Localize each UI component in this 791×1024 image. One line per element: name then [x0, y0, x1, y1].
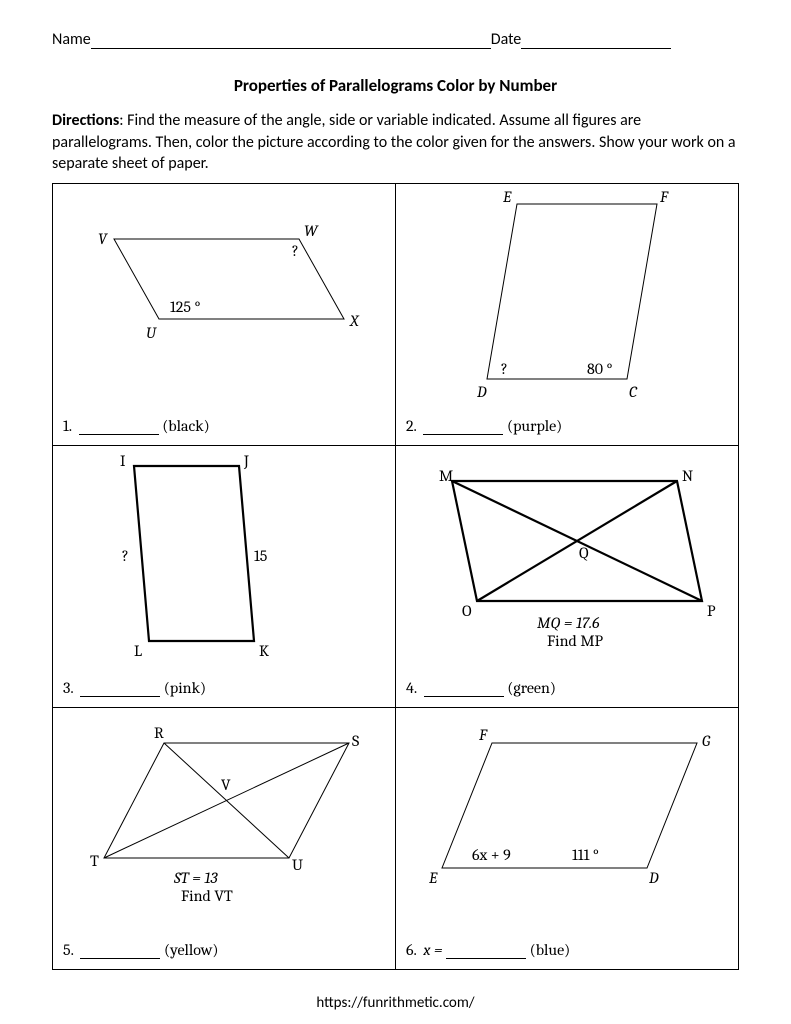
date-label: Date [491, 30, 522, 49]
color-label: (black) [162, 417, 210, 435]
answer-blank[interactable] [424, 683, 504, 697]
svg-text:K: K [259, 642, 269, 660]
date-blank[interactable] [521, 30, 671, 49]
svg-text:Q: Q [579, 544, 589, 562]
svg-text:W: W [304, 222, 319, 240]
answer-prefix: x = [423, 941, 442, 959]
problem-3: I J L K ? 15 3. (pink) [53, 446, 395, 707]
svg-text:U: U [292, 856, 303, 874]
color-label: (blue) [530, 941, 571, 959]
svg-text:V: V [221, 776, 231, 794]
diagram-6: F G E D 6x + 9 111 ° [396, 708, 738, 930]
color-label: (purple) [507, 417, 562, 435]
answer-blank[interactable] [80, 683, 160, 697]
diagram-2: E F D C ? 80 ° [396, 184, 738, 406]
svg-text:J: J [243, 452, 249, 470]
name-label: Name [52, 30, 91, 49]
diagram-4: M N O P Q MQ = 17.6 Find MP [396, 446, 738, 668]
svg-text:111 °: 111 ° [572, 846, 599, 864]
color-label: (green) [507, 679, 556, 697]
svg-text:T: T [90, 852, 99, 870]
color-label: (yellow) [164, 941, 218, 959]
svg-text:?: ? [122, 547, 129, 565]
problem-number: 5. [63, 941, 73, 959]
problem-5: R S T U V ST = 13 Find VT 5. (yellow) [53, 708, 395, 969]
problem-number: 6. [406, 941, 416, 959]
problem-6: F G E D 6x + 9 111 ° 6. x = (blue) [396, 708, 738, 969]
directions-text: : Find the measure of the angle, side or… [52, 111, 736, 173]
answer-blank[interactable] [446, 945, 526, 959]
answer-blank[interactable] [80, 945, 160, 959]
svg-text:?: ? [501, 360, 508, 378]
svg-text:F: F [659, 188, 669, 206]
svg-text:15: 15 [254, 547, 268, 565]
problem-2: E F D C ? 80 ° 2. (purple) [396, 184, 738, 445]
answer-blank[interactable] [423, 421, 503, 435]
svg-text:G: G [702, 732, 711, 750]
svg-text:R: R [154, 724, 164, 742]
problem-number: 3. [63, 679, 73, 697]
problem-1: V W U X ? 125 ° 1. (black) [53, 184, 395, 445]
header-row: Name Date [52, 30, 739, 49]
svg-text:M: M [439, 467, 453, 485]
page-title: Properties of Parallelograms Color by Nu… [52, 75, 739, 96]
directions: Directions: Find the measure of the angl… [52, 110, 739, 175]
svg-text:Find VT: Find VT [181, 887, 233, 905]
svg-text:ST = 13: ST = 13 [173, 869, 219, 887]
footer-url: https://funrithmetic.com/ [52, 994, 739, 1012]
svg-text:V: V [98, 230, 108, 248]
answer-blank[interactable] [79, 421, 159, 435]
svg-text:D: D [476, 383, 487, 401]
problems-grid: V W U X ? 125 ° 1. (black) [52, 183, 739, 970]
svg-text:6x + 9: 6x + 9 [472, 846, 511, 864]
problem-number: 4. [406, 679, 417, 697]
svg-text:O: O [462, 602, 472, 620]
svg-text:P: P [707, 602, 716, 620]
svg-text:U: U [146, 324, 157, 342]
svg-text:125 °: 125 ° [170, 298, 200, 316]
svg-text:E: E [502, 188, 512, 206]
svg-text:S: S [352, 732, 359, 750]
svg-text:C: C [629, 383, 638, 401]
color-label: (pink) [164, 679, 206, 697]
problem-number: 2. [406, 417, 416, 435]
svg-text:I: I [120, 452, 126, 470]
diagram-1: V W U X ? 125 ° [53, 184, 395, 406]
svg-text:F: F [478, 726, 488, 744]
svg-text:N: N [682, 467, 693, 485]
svg-text:80 °: 80 ° [587, 360, 613, 378]
directions-label: Directions [52, 111, 119, 130]
svg-text:E: E [428, 869, 438, 887]
diagram-3: I J L K ? 15 [53, 446, 395, 668]
svg-text:Find MP: Find MP [547, 632, 604, 650]
svg-text:L: L [134, 642, 142, 660]
diagram-5: R S T U V ST = 13 Find VT [53, 708, 395, 930]
svg-text:MQ = 17.6: MQ = 17.6 [537, 614, 600, 632]
svg-text:D: D [648, 869, 659, 887]
svg-text:?: ? [292, 242, 299, 260]
svg-text:X: X [349, 312, 360, 330]
problem-number: 1. [63, 417, 72, 435]
name-blank[interactable] [91, 30, 491, 49]
problem-4: M N O P Q MQ = 17.6 Find MP 4. (green) [396, 446, 738, 707]
